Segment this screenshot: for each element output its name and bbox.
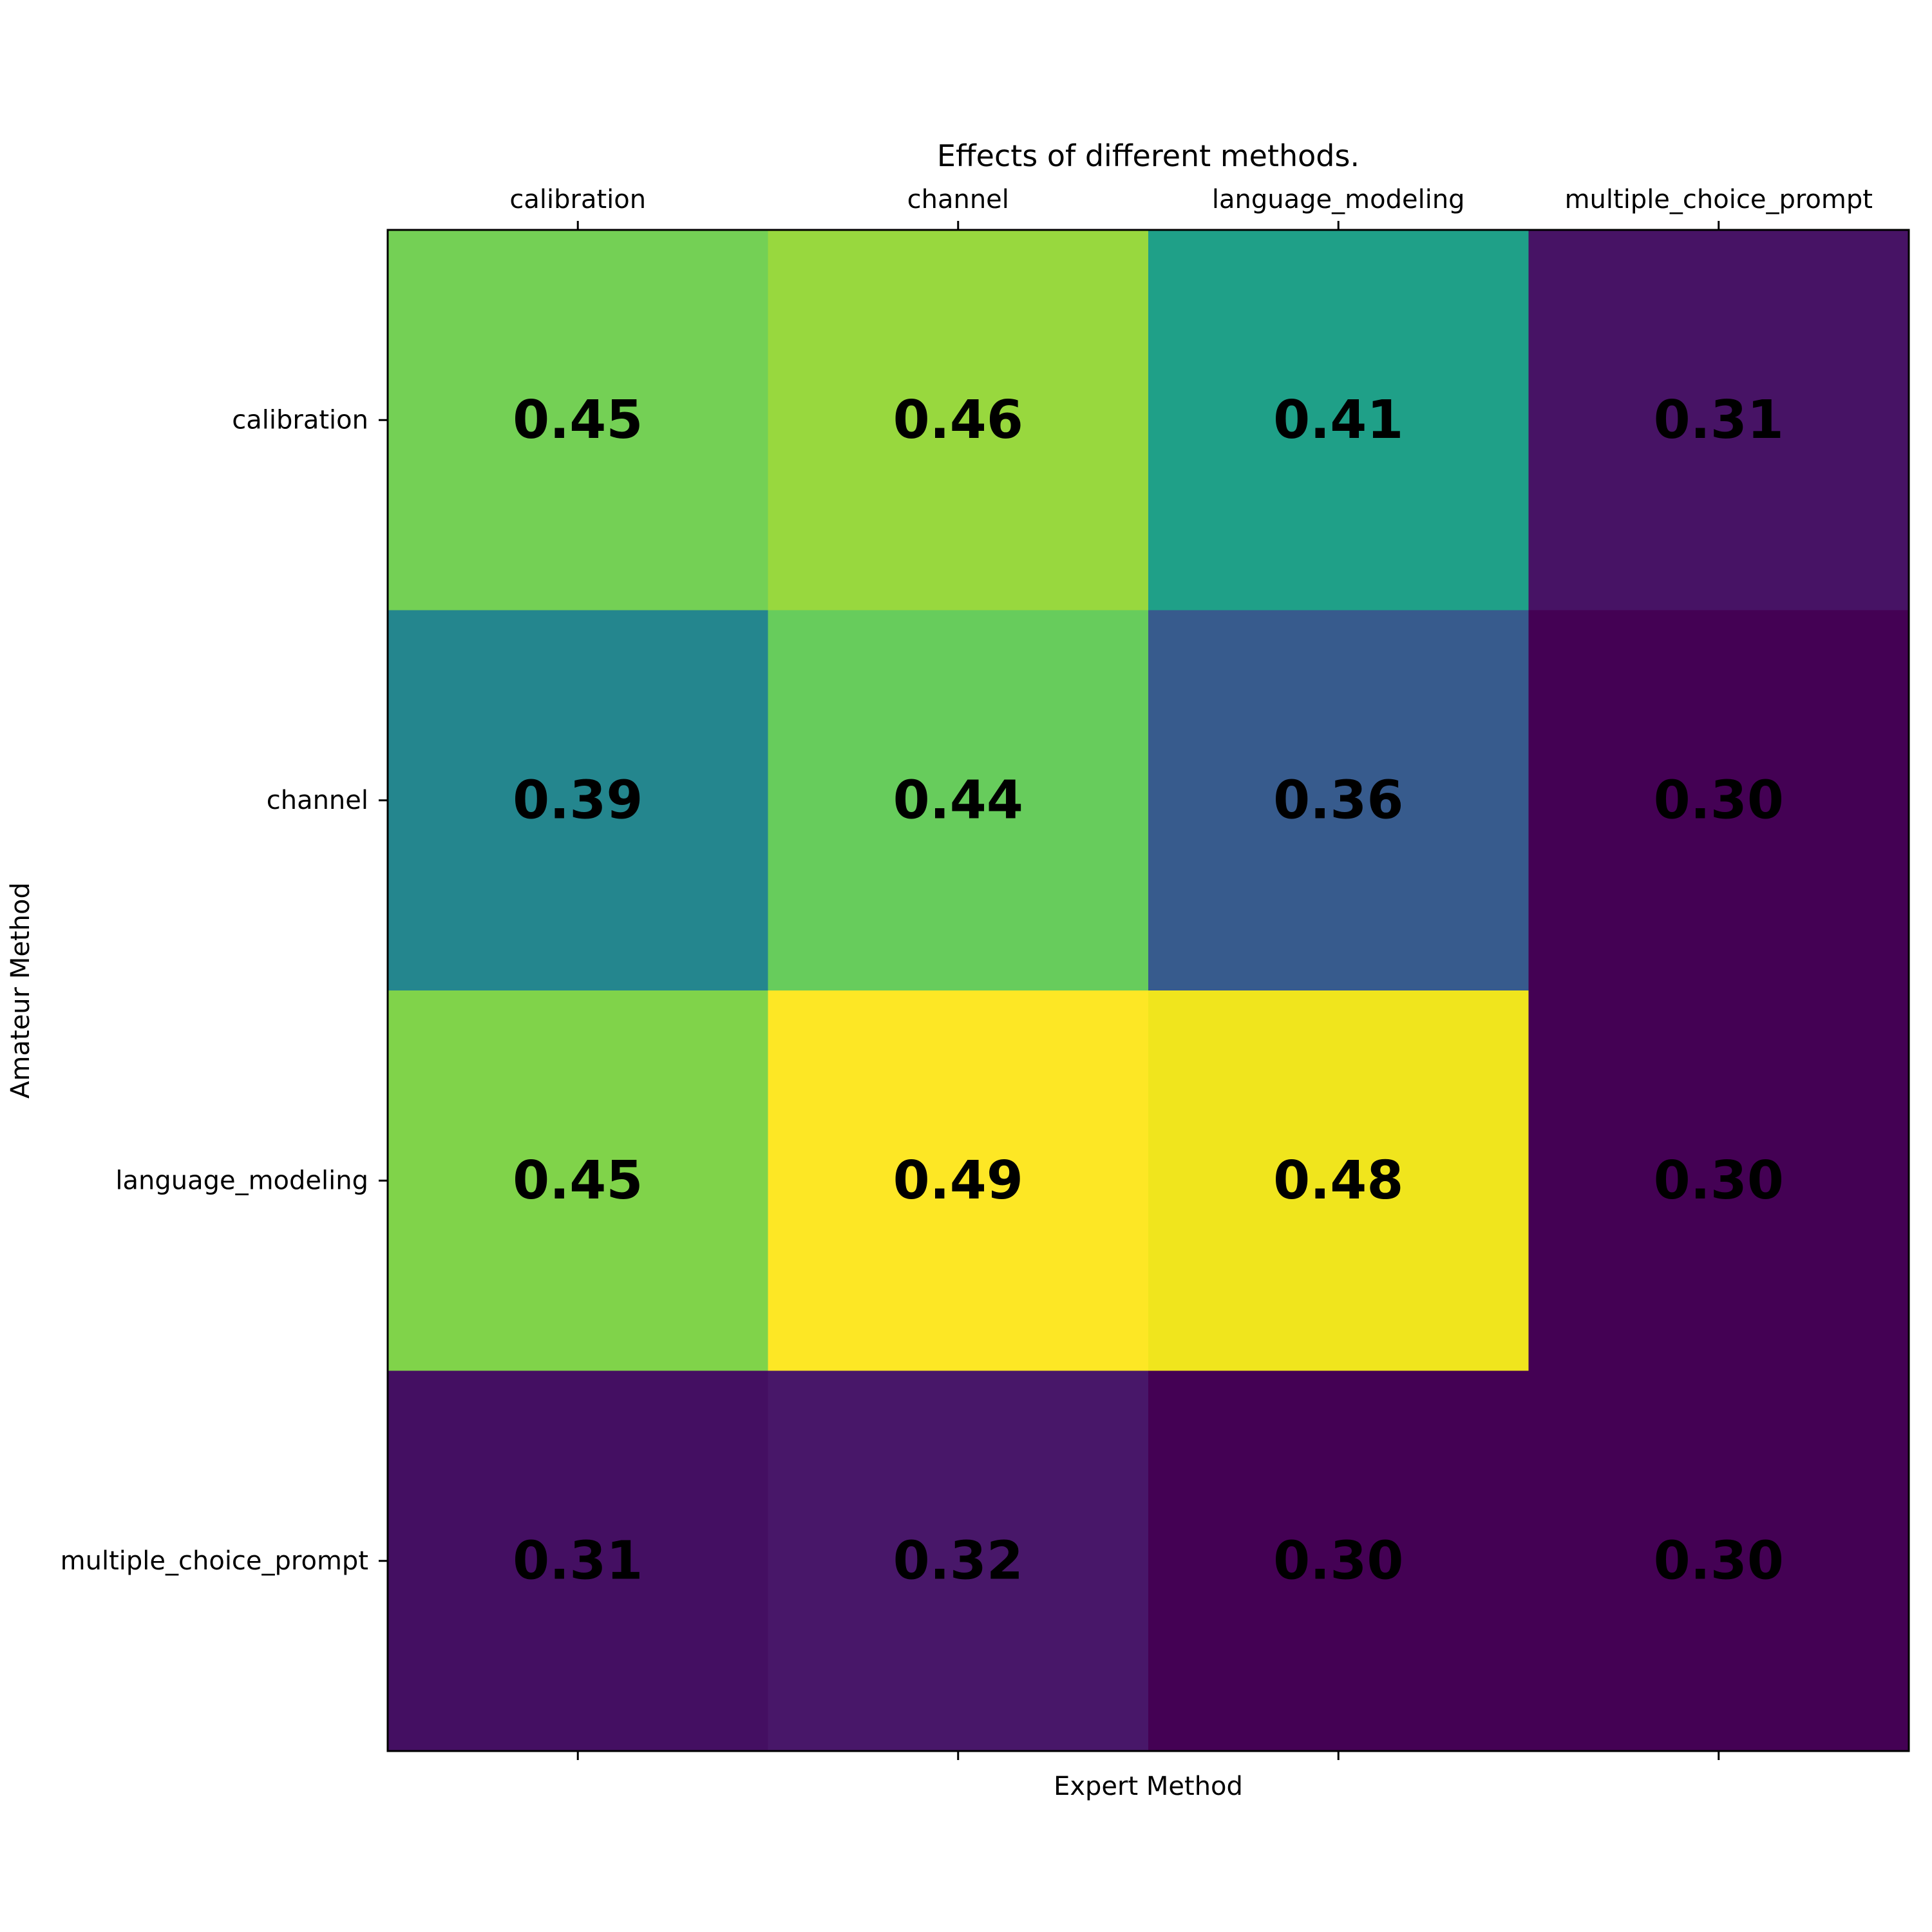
x-tick-label: channel [907, 185, 1009, 214]
heatmap-cells [388, 230, 1909, 1752]
x-tick-label: calibration [509, 185, 646, 214]
y-axis-label: Amateur Method [6, 882, 35, 1099]
cell-value-label: 0.44 [893, 770, 1023, 831]
cell-value-label: 0.46 [893, 390, 1023, 451]
heatmap-cell [1148, 1370, 1529, 1752]
heatmap-cell [388, 230, 768, 611]
heatmap-cell [768, 1370, 1149, 1752]
cell-value-label: 0.30 [1273, 1530, 1403, 1591]
cell-value-label: 0.30 [1654, 770, 1784, 831]
cell-value-label: 0.32 [893, 1530, 1023, 1591]
cell-value-label: 0.31 [1654, 390, 1784, 451]
cell-value-label: 0.48 [1273, 1150, 1403, 1211]
y-tick-label: language_modeling [115, 1166, 368, 1195]
x-tick-label: language_modeling [1212, 185, 1465, 214]
y-tick-label: calibration [232, 405, 368, 435]
heatmap-cell [388, 990, 768, 1371]
heatmap-cell [388, 1370, 768, 1752]
x-tick-label: multiple_choice_prompt [1565, 185, 1873, 214]
heatmap-cell [388, 610, 768, 991]
cell-value-label: 0.45 [513, 390, 643, 451]
y-axis-ticks: calibration channel language_modelingmulti… [61, 405, 388, 1576]
cell-value-label: 0.49 [893, 1150, 1023, 1211]
cell-value-label: 0.31 [513, 1530, 643, 1591]
heatmap-cell [1148, 990, 1529, 1371]
heatmap-cell [1148, 610, 1529, 991]
x-axis-ticks: calibration channel language_modeling multi… [509, 185, 1873, 1760]
heatmap-cell [768, 990, 1149, 1371]
cell-value-labels: 0.45 0.46 0.41 0.31 0.39 0.44 0.36 0.30 0.45 0.49… [513, 390, 1784, 1592]
heatmap-cell [1528, 1370, 1909, 1752]
heatmap-cell [768, 610, 1149, 991]
cell-value-label: 0.39 [513, 770, 643, 831]
heatmap-cell [768, 230, 1149, 611]
cell-value-label: 0.30 [1654, 1530, 1784, 1591]
cell-value-label: 0.41 [1273, 390, 1403, 451]
chart-title: Effects of different methods. [937, 138, 1359, 173]
heatmap-cell [1528, 990, 1909, 1371]
cell-value-label: 0.30 [1654, 1150, 1784, 1211]
y-tick-label: channel [267, 786, 368, 815]
cell-value-label: 0.45 [513, 1150, 643, 1211]
y-tick-label: multiple_choice_prompt [61, 1546, 368, 1576]
heatmap-cell [1148, 230, 1529, 611]
heatmap-cell [1528, 230, 1909, 611]
cell-value-label: 0.36 [1273, 770, 1403, 831]
heatmap-cell [1528, 610, 1909, 991]
x-axis-label: Expert Method [1054, 1772, 1243, 1801]
plot-frame [386, 229, 1910, 1752]
